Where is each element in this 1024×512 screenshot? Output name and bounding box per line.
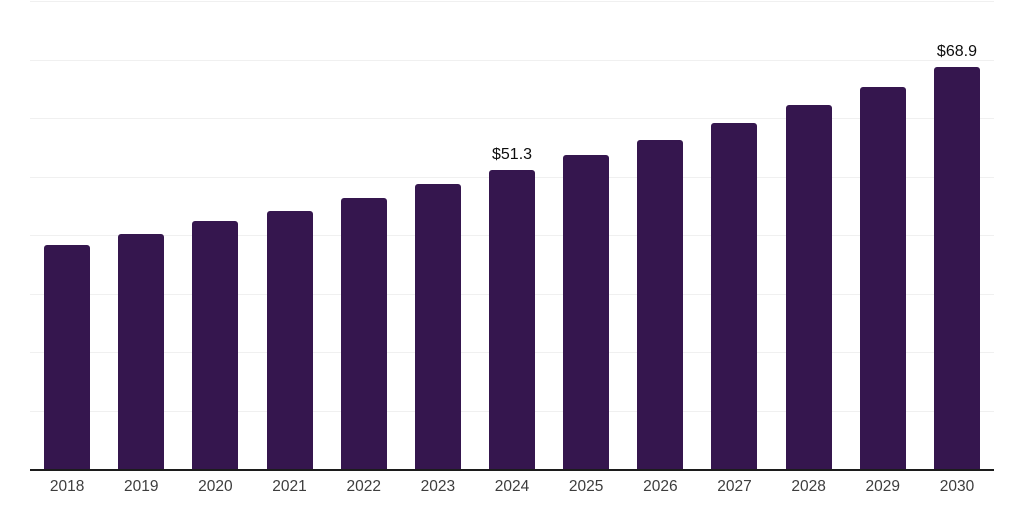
bar-band-2021 [252, 2, 326, 470]
bar-band-2029 [846, 2, 920, 470]
bar-2026 [637, 140, 684, 470]
x-tick-label-2019: 2019 [123, 478, 159, 495]
bar-band-2023 [401, 2, 475, 470]
x-tick-label-2029: 2029 [865, 478, 901, 495]
bar-2020 [192, 221, 239, 470]
bar-band-2030: $68.9 [920, 2, 994, 470]
bar-band-2025 [549, 2, 623, 470]
bar-2029 [859, 86, 906, 470]
bars-container: $51.3 $68.9 [30, 2, 994, 470]
bar-band-2022 [327, 2, 401, 470]
x-axis-line [30, 469, 994, 471]
bar-band-2018 [30, 2, 104, 470]
bar-2025 [563, 155, 610, 470]
plot-area: $51.3 $68.9 [30, 1, 994, 470]
bar-2027 [711, 123, 758, 470]
bar-value-label-2024: $51.3 [491, 145, 533, 163]
x-tick-label-2026: 2026 [643, 478, 678, 495]
x-tick-label-2028: 2028 [791, 478, 826, 495]
gridline [30, 1, 994, 2]
bar-2028 [785, 104, 832, 470]
x-tick-label-2021: 2021 [272, 478, 307, 495]
bar-2019 [118, 233, 165, 470]
bar-band-2024: $51.3 [475, 2, 549, 470]
bar-2024 [489, 169, 536, 470]
x-tick-label-2025: 2025 [568, 478, 604, 495]
bar-2018 [44, 244, 91, 470]
x-axis-labels: 2018 2019 2020 2021 2022 2023 2024 2025 2026 2027… [30, 478, 994, 497]
bar-value-label-2030: $68.9 [936, 42, 977, 60]
x-tick-label-2020: 2020 [198, 478, 233, 495]
x-tick-label-2027: 2027 [717, 478, 752, 495]
gridline [30, 118, 994, 119]
bar-2023 [414, 183, 461, 470]
x-tick-label-2030: 2030 [939, 478, 975, 495]
x-tick-label-2024: 2024 [494, 478, 530, 495]
bar-band-2028 [772, 2, 846, 470]
bar-band-2027 [697, 2, 771, 470]
x-tick-label-2023: 2023 [420, 478, 456, 495]
x-tick-label-2022: 2022 [346, 478, 381, 495]
x-tick-label-2018: 2018 [49, 478, 85, 495]
bar-band-2019 [104, 2, 178, 470]
gridline [30, 59, 994, 61]
bar-2030 [933, 66, 980, 470]
bar-2022 [340, 197, 387, 470]
bar-2021 [266, 210, 313, 470]
bar-band-2020 [178, 2, 252, 470]
bar-band-2026 [623, 2, 697, 470]
